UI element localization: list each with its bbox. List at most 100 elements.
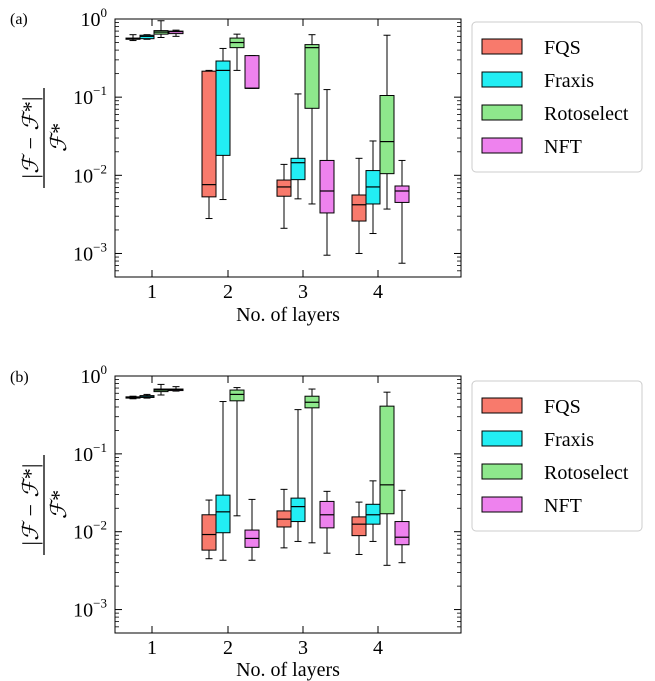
legend-label-nft: NFT [544, 495, 582, 517]
box-body [319, 159, 335, 214]
y-label-numerator: |ℱ − ℱ*| [18, 463, 43, 547]
box-body [290, 497, 306, 523]
box-fraxis-layer-1 [139, 34, 155, 40]
box-body [215, 60, 231, 156]
y-tick-exponent: −1 [93, 440, 107, 455]
legend-swatch-rotoselect [481, 463, 523, 480]
y-tick-base: 10 [73, 444, 93, 466]
y-axis-label: |ℱ − ℱ*| ℱ* [18, 455, 71, 555]
legend-frame [471, 380, 643, 532]
y-label-numerator: |ℱ − ℱ*| [18, 96, 43, 180]
box-nft-layer-2 [244, 55, 260, 89]
box-rotoselect-layer-3 [304, 388, 320, 544]
x-tick-label: 1 [147, 281, 157, 303]
legend-swatch-rotoselect [481, 104, 523, 121]
box-body [276, 179, 292, 197]
y-tick-label: 10−1 [73, 83, 107, 109]
box-body [379, 405, 395, 515]
box-rotoselect-layer-3 [304, 34, 320, 205]
legend-swatch-fraxis [481, 71, 523, 88]
box-fraxis-layer-2 [215, 401, 231, 561]
box-body [290, 157, 306, 181]
box-nft-layer-3 [319, 89, 335, 256]
legend-swatch-nft [481, 137, 523, 154]
legend-label-fraxis: Fraxis [544, 70, 594, 92]
box-body [304, 44, 320, 109]
box-body [215, 494, 231, 534]
y-tick-exponent: −1 [93, 83, 107, 98]
y-tick-label: 100 [81, 362, 108, 388]
y-tick-base: 10 [81, 9, 101, 31]
legend-swatch-fqs [481, 38, 523, 55]
legend-label-rotoselect: Rotoselect [544, 462, 629, 484]
box-rotoselect-layer-2 [229, 33, 245, 71]
legend-swatch-nft [481, 496, 523, 513]
box-nft-layer-1 [168, 386, 184, 392]
box-fraxis-layer-2 [215, 47, 231, 201]
box-body [244, 55, 260, 89]
box-rotoselect-layer-4 [379, 391, 395, 566]
y-tick-exponent: 0 [101, 362, 108, 377]
box-fraxis-layer-4 [365, 480, 381, 542]
legend-label-fqs: FQS [544, 396, 581, 418]
legend-frame [471, 21, 643, 173]
legend-label-fraxis: Fraxis [544, 429, 594, 451]
box-body [394, 185, 410, 203]
box-nft-layer-3 [319, 490, 335, 554]
legend-swatch-fraxis [481, 430, 523, 447]
y-tick-exponent: 0 [101, 5, 108, 20]
y-tick-label: 10−3 [73, 239, 107, 265]
y-label-denominator: ℱ* [46, 491, 71, 519]
box-fraxis-layer-3 [290, 409, 306, 542]
box-body [229, 389, 245, 402]
y-tick-label: 10−1 [73, 440, 107, 466]
legend-label-fqs: FQS [544, 37, 581, 59]
axes-frame [114, 375, 462, 634]
y-tick-exponent: −2 [93, 161, 107, 176]
axes-frame [114, 18, 462, 278]
y-tick-label: 10−2 [73, 161, 107, 187]
box-nft-layer-4 [394, 489, 410, 564]
y-tick-exponent: −3 [93, 596, 107, 611]
box-fqs-layer-4 [351, 501, 367, 555]
box-rotoselect-layer-1 [153, 383, 169, 396]
y-tick-base: 10 [73, 165, 93, 187]
x-axis-label: No. of layers [236, 659, 340, 681]
x-tick-label: 1 [147, 637, 157, 659]
box-fraxis-layer-1 [139, 393, 155, 399]
x-tick-label: 4 [373, 637, 383, 659]
y-tick-base: 10 [73, 87, 93, 109]
legend: FQS Fraxis Rotoselect NFT [471, 380, 643, 532]
box-fraxis-layer-4 [365, 140, 381, 235]
y-tick-label: 10−2 [73, 518, 107, 544]
x-tick-label: 4 [373, 281, 383, 303]
box-body [394, 521, 410, 546]
y-tick-label: 10−3 [73, 596, 107, 622]
x-tick-label: 2 [223, 281, 233, 303]
x-tick-label: 3 [298, 637, 308, 659]
box-nft-layer-1 [168, 29, 184, 37]
legend: FQS Fraxis Rotoselect NFT [471, 21, 643, 173]
box-body [351, 516, 367, 537]
box-fqs-layer-2 [201, 499, 217, 560]
x-axis-label: No. of layers [236, 304, 340, 326]
box-body [379, 95, 395, 175]
box-nft-layer-2 [244, 498, 260, 561]
box-fqs-layer-2 [201, 69, 217, 220]
box-fraxis-layer-3 [290, 93, 306, 200]
box-fqs-layer-1 [125, 34, 141, 42]
legend-swatch-fqs [481, 397, 523, 414]
box-nft-layer-4 [394, 159, 410, 264]
box-fqs-layer-3 [276, 488, 292, 549]
box-body [351, 194, 367, 222]
legend-label-nft: NFT [544, 136, 582, 158]
box-fqs-layer-1 [125, 395, 141, 400]
y-tick-exponent: −2 [93, 518, 107, 533]
legend-label-rotoselect: Rotoselect [544, 103, 629, 125]
y-axis-label: |ℱ − ℱ*| ℱ* [18, 88, 71, 188]
box-fqs-layer-3 [276, 163, 292, 229]
box-rotoselect-layer-4 [379, 34, 395, 210]
